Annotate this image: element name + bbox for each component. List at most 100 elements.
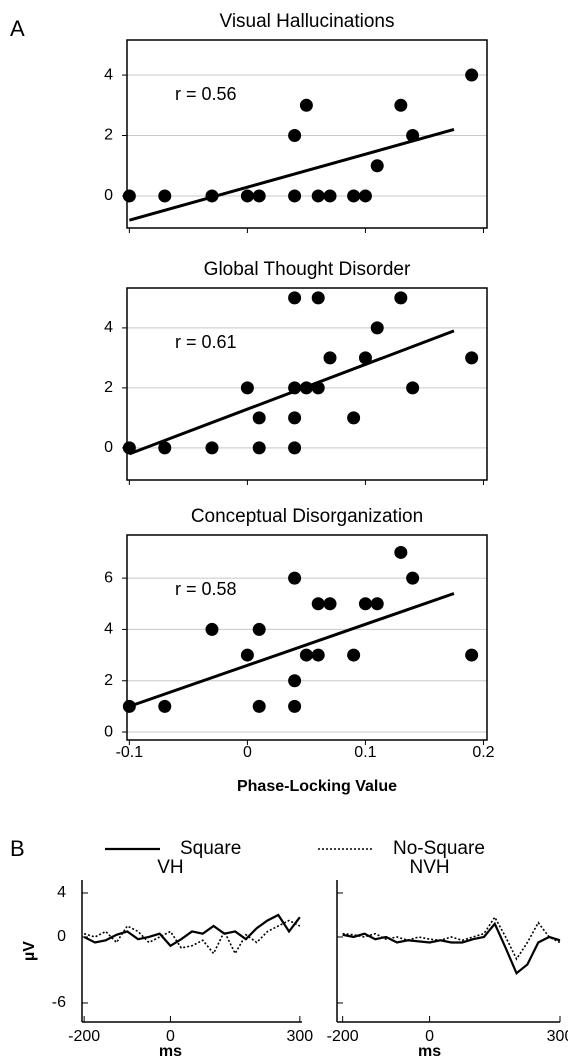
data-point xyxy=(370,597,384,611)
data-point xyxy=(465,68,479,82)
data-point xyxy=(406,129,420,143)
x-tick-label: 0 xyxy=(243,744,252,761)
data-point xyxy=(288,411,302,425)
y-tick-label: 0 xyxy=(104,723,113,740)
data-point xyxy=(358,351,372,365)
data-point xyxy=(370,321,384,335)
data-point xyxy=(205,622,219,636)
fit-line xyxy=(128,592,455,708)
panel-label: B xyxy=(10,836,25,861)
plot-frame xyxy=(126,287,488,481)
annotation: r = 0.56 xyxy=(175,84,237,104)
y-tick-label: 0 xyxy=(104,439,113,456)
chart-title: NVH xyxy=(410,857,450,878)
y-tick-label: 4 xyxy=(104,319,113,336)
data-point xyxy=(288,571,302,585)
data-point xyxy=(252,189,266,203)
data-point xyxy=(252,699,266,713)
y-tick-label: 4 xyxy=(57,884,66,901)
series-line xyxy=(83,913,301,948)
data-point xyxy=(465,351,479,365)
x-tick-label: -200 xyxy=(327,1028,359,1045)
y-tick-label: 6 xyxy=(104,569,113,586)
data-point xyxy=(205,189,219,203)
data-point xyxy=(347,648,361,662)
data-point xyxy=(158,441,172,455)
data-point xyxy=(347,411,361,425)
data-point xyxy=(311,381,325,395)
x-tick-label: -200 xyxy=(68,1028,100,1045)
y-tick-label: 0 xyxy=(104,187,113,204)
series-line xyxy=(83,919,301,956)
data-point xyxy=(358,597,372,611)
data-point xyxy=(288,129,302,143)
x-tick-label: 0 xyxy=(425,1028,434,1045)
panel-label: A xyxy=(10,16,25,41)
data-point xyxy=(288,291,302,305)
data-point xyxy=(122,189,136,203)
data-point xyxy=(288,441,302,455)
data-point xyxy=(394,98,408,112)
x-tick-label: 300 xyxy=(547,1028,568,1045)
data-point xyxy=(252,411,266,425)
data-point xyxy=(158,699,172,713)
annotation: r = 0.61 xyxy=(175,332,237,352)
chart-title: VH xyxy=(157,857,183,878)
data-point xyxy=(358,189,372,203)
data-point xyxy=(252,441,266,455)
data-point xyxy=(394,291,408,305)
data-point xyxy=(240,381,254,395)
data-point xyxy=(323,351,337,365)
data-point xyxy=(288,699,302,713)
data-point xyxy=(288,189,302,203)
legend-label: Square xyxy=(180,838,241,859)
annotation: r = 0.58 xyxy=(175,579,237,599)
fit-line xyxy=(128,128,455,222)
data-point xyxy=(299,98,313,112)
x-axis-label: ms xyxy=(418,1043,441,1057)
data-point xyxy=(311,189,325,203)
data-point xyxy=(288,674,302,688)
data-point xyxy=(347,189,361,203)
data-point xyxy=(158,189,172,203)
data-point xyxy=(311,648,325,662)
y-tick-label: 2 xyxy=(104,379,113,396)
chart-title: Global Thought Disorder xyxy=(204,259,411,280)
data-point xyxy=(299,381,313,395)
y-tick-label: 4 xyxy=(104,621,113,638)
y-axis-label: µV xyxy=(21,941,38,961)
x-tick-label: -0.1 xyxy=(116,744,144,761)
y-tick-label: 2 xyxy=(104,127,113,144)
plot-frame xyxy=(126,534,488,741)
x-axis-label: Phase-Locking Value xyxy=(237,778,397,795)
data-point xyxy=(406,381,420,395)
y-tick-label: 4 xyxy=(104,66,113,83)
chart-title: Conceptual Disorganization xyxy=(191,506,423,527)
series-line xyxy=(342,915,561,961)
data-point xyxy=(406,571,420,585)
series-line xyxy=(342,921,561,976)
y-tick-label: -6 xyxy=(52,994,66,1011)
chart-title: Visual Hallucinations xyxy=(220,11,395,32)
plot-frame xyxy=(126,39,488,229)
data-point xyxy=(323,597,337,611)
data-point xyxy=(465,648,479,662)
data-point xyxy=(323,189,337,203)
data-point xyxy=(370,159,384,173)
data-point xyxy=(288,381,302,395)
data-point xyxy=(122,699,136,713)
data-point xyxy=(252,622,266,636)
data-point xyxy=(240,648,254,662)
x-tick-label: 0.2 xyxy=(472,744,494,761)
y-tick-label: 2 xyxy=(104,672,113,689)
data-point xyxy=(311,597,325,611)
x-tick-label: 0 xyxy=(166,1028,175,1045)
data-point xyxy=(122,441,136,455)
y-tick-label: 0 xyxy=(57,928,66,945)
legend-label: No-Square xyxy=(393,838,485,859)
data-point xyxy=(394,545,408,559)
x-tick-label: 0.1 xyxy=(354,744,376,761)
data-point xyxy=(299,648,313,662)
x-axis-label: ms xyxy=(159,1043,182,1057)
